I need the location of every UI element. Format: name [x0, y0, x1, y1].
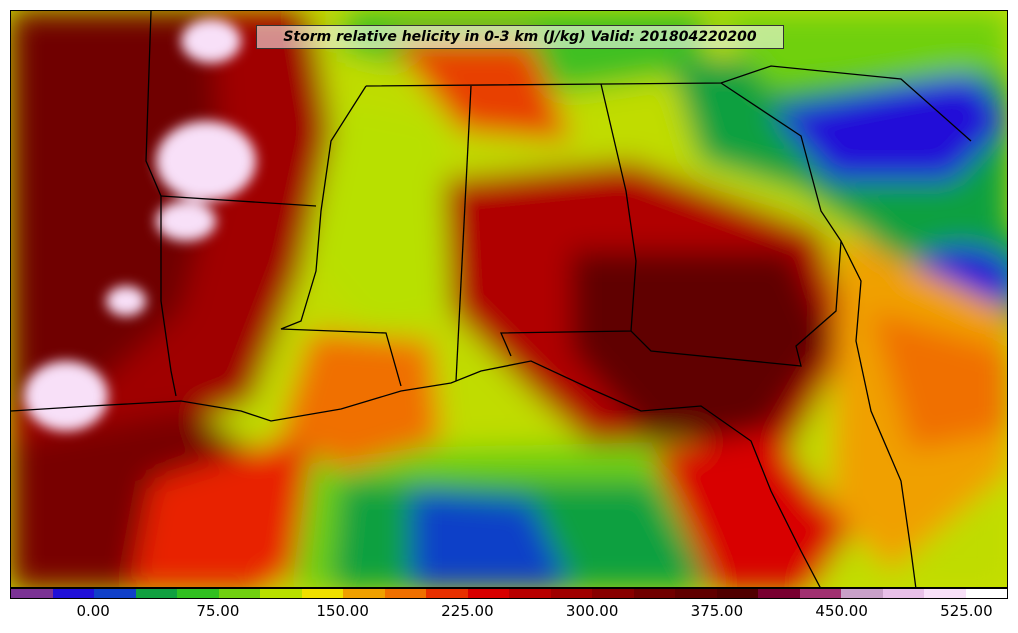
- political-boundaries: [11, 11, 972, 587]
- colorbar-tick-label: 300.00: [565, 602, 619, 620]
- colorbar-tick-label: 150.00: [316, 602, 369, 620]
- colorbar-segment: [11, 589, 53, 598]
- colorbar-segment: [592, 589, 634, 598]
- colorbar-tick-label: 75.00: [196, 602, 240, 620]
- colorbar-segment: [758, 589, 800, 598]
- colorbar-segment: [509, 589, 551, 598]
- colorbar-segment: [924, 589, 966, 598]
- colorbar-tick-label: 225.00: [441, 602, 494, 620]
- colorbar-segment: [426, 589, 468, 598]
- colorbar-segment: [550, 589, 592, 598]
- colorbar-tick-label: 450.00: [815, 602, 868, 620]
- colorbar-segment: [135, 589, 177, 598]
- colorbar-segment: [882, 589, 924, 598]
- colorbar-ticks: 0.00 75.00 150.00 225.00 300.00 375.00 450.00 5…: [0, 602, 1018, 626]
- colorbar-segment: [965, 589, 1007, 598]
- helicity-fill: [11, 11, 1007, 587]
- colorbar-segment: [301, 589, 343, 598]
- helicity-map: [11, 11, 1007, 587]
- colorbar-tick-label: 0.00: [76, 602, 110, 620]
- colorbar-segment: [343, 589, 385, 598]
- colorbar-segment: [841, 589, 883, 598]
- colorbar-segment: [633, 589, 675, 598]
- high-helicity-patches: [24, 19, 256, 431]
- colorbar: [10, 588, 1008, 599]
- map-title: Storm relative helicity in 0-3 km (J/kg)…: [256, 25, 784, 49]
- colorbar-segment: [260, 589, 302, 598]
- colorbar-segment: [52, 589, 94, 598]
- colorbar-segment: [384, 589, 426, 598]
- map-panel: Storm relative helicity in 0-3 km (J/kg)…: [10, 10, 1008, 588]
- colorbar-tick-label: 375.00: [690, 602, 744, 620]
- colorbar-tick-label: 525.00: [940, 602, 993, 620]
- colorbar-segment: [177, 589, 219, 598]
- colorbar-segment: [218, 589, 260, 598]
- colorbar-segment: [675, 589, 717, 598]
- colorbar-segment: [716, 589, 758, 598]
- colorbar-segment: [467, 589, 509, 598]
- colorbar-segment: [94, 589, 136, 598]
- colorbar-segment: [799, 589, 841, 598]
